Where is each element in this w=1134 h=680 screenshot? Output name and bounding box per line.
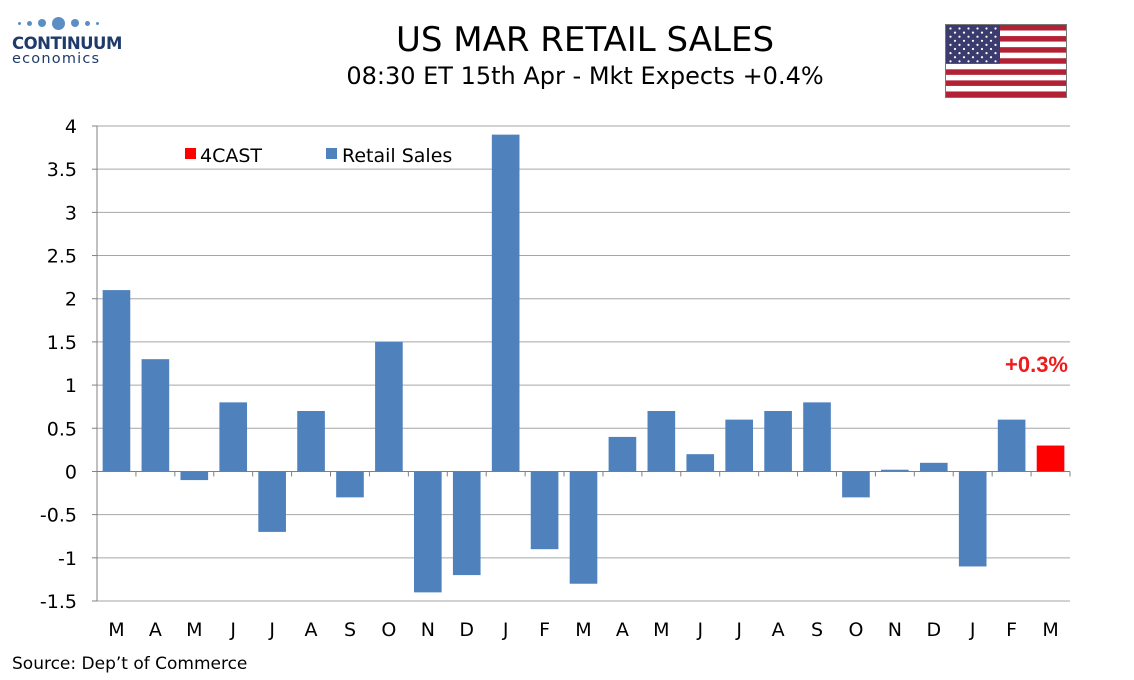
x-tick-label: J [735,619,742,641]
x-tick-label: A [305,619,318,641]
retail-sales-bar [608,436,637,472]
x-tick-label: J [969,619,976,641]
x-tick-label: S [344,619,356,641]
x-tick-label: D [926,619,941,641]
x-tick-label: M [186,619,202,641]
x-tick-label: F [1006,619,1017,641]
x-tick-label: J [696,619,703,641]
x-tick-label: A [772,619,785,641]
x-tick-label: M [108,619,124,641]
x-tick-label: A [616,619,629,641]
retail-sales-bar [141,359,170,472]
retail-sales-bar [375,341,403,472]
legend: 4CAST Retail Sales [185,145,452,167]
retail-sales-bar [725,419,753,472]
retail-sales-bar [997,419,1026,472]
retail-sales-bar [414,471,442,593]
retail-sales-bar [102,290,131,472]
logo-subtitle: economics [12,51,101,67]
y-tick-label: 2 [65,289,77,311]
y-tick-label: 3.5 [47,159,77,181]
legend-swatch [185,148,196,159]
y-tick-label: 2.5 [47,246,77,268]
logo-dots [18,14,137,32]
x-tick-label: M [575,619,591,641]
y-tick-label: -0.5 [40,505,77,527]
y-tick-label: 4 [65,116,77,138]
retail-sales-bar [647,411,676,472]
forecast-bar [1036,445,1065,472]
y-tick-label: 3 [65,202,77,224]
us-flag-icon [945,24,1067,98]
x-tick-label: O [848,619,863,641]
forecast-annotation: +0.3% [1005,352,1068,377]
x-tick-label: N [888,619,902,641]
y-tick-label: -1.5 [40,591,77,613]
x-tick-label: A [149,619,162,641]
retail-sales-bar [180,471,209,481]
retail-sales-bar [803,402,831,472]
retail-sales-bar [842,471,870,498]
chart-title: US MAR RETAIL SALES [395,20,775,60]
x-tick-label: M [653,619,669,641]
legend-label: Retail Sales [342,145,452,167]
x-tick-label: M [1042,619,1058,641]
y-tick-label: 1 [65,375,77,397]
legend-label: 4CAST [200,145,262,167]
y-tick-label: -1 [58,548,77,570]
y-tick-label: 1.5 [47,332,77,354]
retail-sales-bar [686,454,715,472]
continuum-logo: CONTINUUM economics [12,14,137,67]
x-tick-label: J [502,619,509,641]
retail-sales-bar [764,411,792,472]
retail-sales-bar [958,471,987,567]
x-tick-label: N [421,619,435,641]
x-tick-label: F [539,619,550,641]
legend-swatch [326,148,337,159]
x-tick-label: J [229,619,236,641]
retail-sales-bar [491,134,520,472]
x-tick-label: S [811,619,823,641]
retail-sales-bar [569,471,598,584]
retail-sales-bar [297,411,325,472]
logo-name: CONTINUUM [12,34,122,53]
retail-sales-bar [452,471,481,576]
source-note: Source: Dep’t of Commerce [12,654,248,674]
y-tick-label: 0 [65,461,77,483]
annotations: +0.3% [1005,352,1068,377]
retail-sales-bar [919,462,948,472]
retail-sales-bar [258,471,286,532]
x-tick-label: J [268,619,275,641]
y-axis-ticks: 4 3.5 3 2.5 2 1.5 1 0.5 0 -0.5 -1 -1.5 [40,116,77,613]
x-tick-label: O [381,619,396,641]
y-tick-label: 0.5 [47,418,77,440]
retail-sales-bar [219,402,248,472]
chart-subtitle: 08:30 ET 15th Apr - Mkt Expects +0.4% [346,62,824,90]
retail-sales-bar [881,469,909,472]
x-tick-label: D [459,619,474,641]
bars [102,134,1065,593]
retail-sales-bar [530,471,559,550]
retail-sales-bar [336,471,364,498]
